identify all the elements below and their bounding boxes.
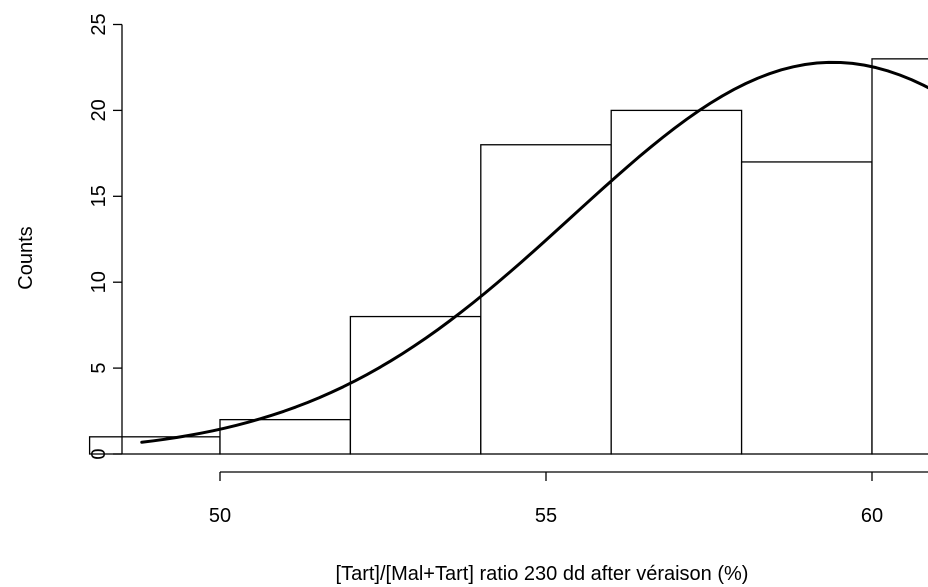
histogram-bar	[480, 144, 612, 455]
histogram-bar	[740, 161, 873, 455]
x-axis: 5055606570	[209, 471, 928, 527]
x-tick-label: 50	[209, 505, 231, 527]
histogram-bar	[349, 315, 482, 455]
y-tick-label: 25	[88, 13, 110, 35]
histogram-bar	[610, 109, 743, 455]
y-tick-label: 5	[88, 363, 110, 374]
y-tick-label: 15	[88, 185, 110, 207]
y-tick-label: 20	[88, 99, 110, 121]
x-tick-label: 60	[861, 505, 883, 527]
y-tick-label: 10	[88, 271, 110, 293]
y-tick-label: 0	[88, 448, 110, 459]
x-tick-label: 55	[535, 505, 557, 527]
x-axis-title: [Tart]/[Mal+Tart] ratio 230 dd after vér…	[336, 563, 749, 585]
histogram-bars	[88, 58, 928, 455]
histogram-bar	[871, 58, 928, 455]
y-axis: 0 5 10 15 20 25	[88, 13, 123, 460]
normal-fit-curve	[140, 60, 928, 444]
y-axis-title: Counts	[15, 226, 37, 289]
